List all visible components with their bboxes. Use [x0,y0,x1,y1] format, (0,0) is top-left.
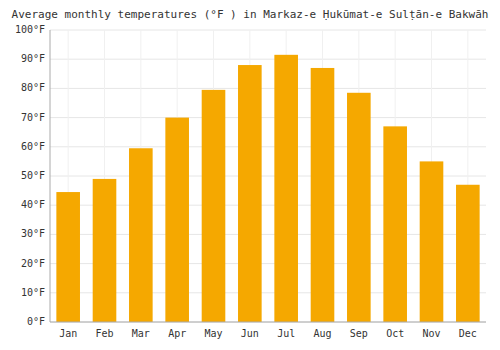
bar [311,68,335,322]
bar [238,65,262,322]
x-tick-label: Jul [277,328,295,339]
x-tick-label: Apr [168,328,186,339]
x-tick-label: Feb [95,328,113,339]
grid-line-y [50,59,486,60]
chart-svg: 0°F 10°F 20°F 30°F 40°F 50°F 60°F 70°F 80°F 90°F 1… [0,0,500,350]
y-tick-label: 90°F [21,53,45,64]
x-tick-label: Aug [313,328,331,339]
y-tick-label: 0°F [27,316,45,327]
grid-line-y [50,117,486,118]
y-axis-line [50,30,51,322]
bar [420,161,444,322]
bars [56,55,479,322]
bar [274,55,298,322]
bar [129,148,153,322]
y-tick-label: 80°F [21,82,45,93]
grid [50,30,486,322]
x-tick-label: Jan [59,328,77,339]
grid-line-y [50,30,486,31]
grid-line-y [50,146,486,147]
x-tick-label: Jun [241,328,259,339]
bar [165,118,189,322]
x-axis-line [50,322,486,323]
grid-line-y [50,88,486,89]
y-tick-label: 100°F [15,24,45,35]
x-tick-label: Nov [422,328,440,339]
y-tick-label: 50°F [21,170,45,181]
bar [383,126,407,322]
bar [202,90,226,322]
y-tick-label: 30°F [21,228,45,239]
x-tick-label: Dec [459,328,477,339]
x-tick-label: Mar [132,328,150,339]
x-tick-label: Sep [350,328,368,339]
grid-line-y [50,322,486,323]
axes: 0°F 10°F 20°F 30°F 40°F 50°F 60°F 70°F 80°F 90°F 1… [15,24,486,339]
y-tick-label: 40°F [21,199,45,210]
bar [56,192,80,322]
x-tick-label: May [204,328,222,339]
y-tick-label: 60°F [21,141,45,152]
chart-title: Average monthly temperatures (°F ) in Ma… [12,8,489,21]
y-tick-label: 20°F [21,258,45,269]
bar [347,93,371,322]
chart-container: 0°F 10°F 20°F 30°F 40°F 50°F 60°F 70°F 80°F 90°F 1… [0,0,500,350]
x-tick-label: Oct [386,328,404,339]
bar [456,185,480,322]
bar [93,179,117,322]
y-tick-label: 10°F [21,287,45,298]
y-tick-label: 70°F [21,112,45,123]
